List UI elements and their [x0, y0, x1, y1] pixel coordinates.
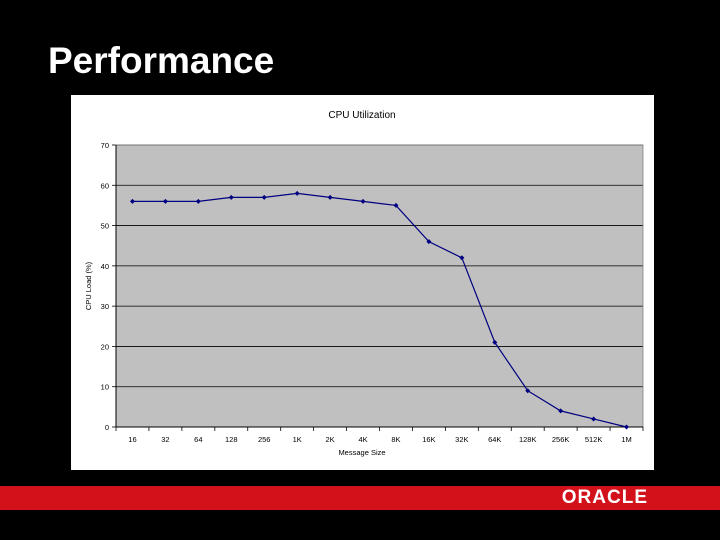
x-tick-label: 4K — [358, 435, 367, 444]
y-axis-label: CPU Load (%) — [84, 261, 93, 310]
data-point — [525, 388, 531, 394]
x-tick-label: 32K — [455, 435, 468, 444]
x-tick-label: 128 — [225, 435, 238, 444]
x-tick-label: 64K — [488, 435, 501, 444]
x-tick-label: 1M — [621, 435, 631, 444]
y-tick-label: 60 — [101, 181, 109, 190]
x-tick-label: 256K — [552, 435, 570, 444]
x-tick-label: 128K — [519, 435, 537, 444]
data-point — [393, 202, 399, 208]
x-tick-label: 32 — [161, 435, 169, 444]
data-point — [195, 198, 201, 204]
chart-title: CPU Utilization — [328, 110, 395, 121]
y-tick-label: 30 — [101, 302, 109, 311]
x-axis-label: Message Size — [338, 448, 385, 457]
slide-title: Performance — [48, 40, 275, 81]
x-tick-label: 64 — [194, 435, 202, 444]
axes — [115, 144, 644, 431]
data-point — [360, 198, 366, 204]
data-point — [327, 194, 333, 200]
data-point — [492, 339, 498, 345]
data-point — [426, 239, 432, 245]
chart-panel: CPU Utilization 0 10 20 30 40 50 60 70 16 32 64 12… — [71, 95, 654, 470]
x-tick-label: 2K — [326, 435, 335, 444]
x-tick-label: 512K — [585, 435, 603, 444]
x-tick-label: 256 — [258, 435, 271, 444]
y-tick-label: 40 — [101, 262, 109, 271]
y-tick-label: 50 — [101, 222, 109, 231]
y-tick-labels: 0 10 20 30 40 50 60 70 — [101, 141, 109, 432]
oracle-logo: ORACLE — [561, 487, 648, 508]
y-tick-label: 20 — [101, 342, 109, 351]
series-line — [132, 192, 627, 428]
y-tick-label: 10 — [101, 383, 109, 392]
footer-bar: ORACLE — [0, 486, 720, 510]
data-point — [162, 198, 168, 204]
data-point — [591, 416, 597, 422]
y-tick-label: 70 — [101, 141, 109, 150]
data-point — [129, 198, 135, 204]
series-cpu-load — [129, 190, 630, 430]
x-tick-labels: 16 32 64 128 256 1K 2K 4K 8K 16K 32K 64K 128K 256K 512… — [128, 435, 631, 444]
x-tick-label: 16K — [422, 435, 435, 444]
data-point — [261, 194, 267, 200]
data-point — [294, 190, 300, 196]
cpu-utilization-chart: CPU Utilization 0 10 20 30 40 50 60 70 16 32 64 12… — [84, 110, 644, 457]
x-tick-label: 1K — [293, 435, 302, 444]
data-point — [558, 408, 564, 414]
plot-area — [116, 145, 643, 427]
y-tick-label: 0 — [105, 423, 109, 432]
data-point — [624, 424, 630, 430]
data-point — [228, 194, 234, 200]
x-tick-label: 16 — [128, 435, 136, 444]
x-tick-label: 8K — [391, 435, 400, 444]
